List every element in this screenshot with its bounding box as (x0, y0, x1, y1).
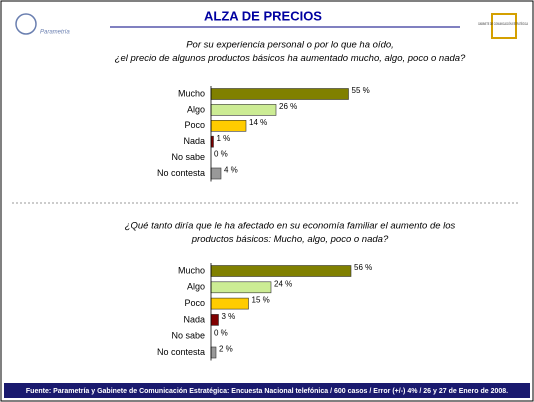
bar (210, 281, 272, 294)
bar (210, 297, 249, 310)
page-title: ALZA DE PRECIOS (204, 8, 322, 23)
value-label: 56 % (354, 263, 372, 272)
bar (210, 120, 247, 132)
logo-box (491, 13, 517, 39)
bar (210, 88, 349, 100)
question: Por su experiencia personal o por lo que… (186, 40, 394, 51)
bar (210, 104, 277, 116)
value-label: 0 % (214, 150, 228, 159)
category-label: Algo (187, 282, 205, 292)
bar (210, 314, 219, 326)
category-label: No contesta (157, 347, 205, 357)
category-label: Mucho (178, 265, 205, 275)
value-label: 3 % (222, 312, 236, 321)
category-label: Mucho (178, 88, 205, 98)
logo-left-text: Parametría (40, 30, 70, 36)
value-label: 0 % (214, 328, 228, 337)
footer-source: Fuente: Parametría y Gabinete de Comunic… (26, 388, 508, 395)
logo-right: GABINETE DE COMUNICACIÓN ESTRATÉGICA (478, 13, 528, 39)
question: productos básicos: Mucho, algo, poco o n… (191, 234, 389, 245)
logo-circle (15, 13, 37, 35)
question: ¿Qué tanto diría que le ha afectado en s… (125, 221, 456, 232)
bar (210, 346, 217, 359)
value-label: 24 % (274, 279, 292, 288)
question: ¿el precio de algunos productos básicos … (115, 53, 466, 64)
category-label: Nada (183, 314, 205, 324)
footer-bar (4, 383, 530, 398)
value-label: 4 % (224, 166, 238, 175)
value-label: 2 % (219, 345, 233, 354)
bar (210, 167, 222, 180)
category-label: No contesta (157, 168, 205, 178)
value-label: 26 % (279, 102, 297, 111)
category-label: Poco (184, 298, 205, 308)
category-label: Poco (184, 120, 205, 130)
category-label: No sabe (171, 152, 205, 162)
logo-left: Parametría (15, 13, 70, 36)
value-label: 15 % (252, 296, 270, 305)
value-label: 55 % (352, 86, 370, 95)
category-label: No sabe (171, 331, 205, 341)
value-label: 14 % (249, 118, 267, 127)
category-label: Nada (183, 136, 205, 146)
logo-right-text: GABINETE DE COMUNICACIÓN ESTRATÉGICA (478, 21, 528, 26)
value-label: 1 % (217, 134, 231, 143)
category-label: Algo (187, 104, 205, 114)
bar (210, 265, 352, 277)
